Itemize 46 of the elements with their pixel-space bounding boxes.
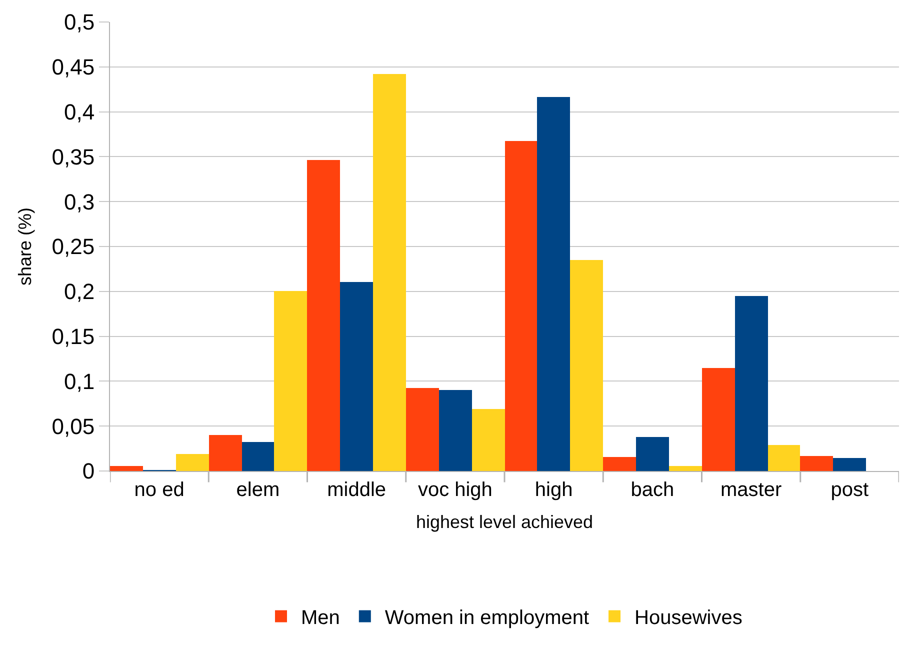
bar bbox=[833, 458, 866, 471]
bar bbox=[176, 454, 209, 471]
bar bbox=[439, 390, 472, 471]
y-tick-label: 0,45 bbox=[52, 54, 95, 80]
bar bbox=[274, 291, 307, 471]
legend-label: Women in employment bbox=[384, 607, 590, 630]
bar bbox=[110, 466, 143, 471]
bar bbox=[340, 282, 373, 471]
bar bbox=[702, 368, 735, 471]
x-tick-label: bach bbox=[630, 479, 674, 501]
x-tick-label: no ed bbox=[134, 479, 184, 501]
bar bbox=[242, 442, 274, 471]
bar bbox=[209, 435, 242, 471]
y-tick-label: 0,4 bbox=[64, 100, 95, 124]
y-tick-label: 0,35 bbox=[52, 144, 95, 170]
bar bbox=[307, 160, 340, 471]
bar bbox=[505, 141, 537, 471]
x-tick-label: middle bbox=[327, 479, 386, 501]
x-tick-label: post bbox=[830, 479, 870, 501]
bar bbox=[406, 388, 439, 471]
bar bbox=[472, 409, 505, 471]
legend-label: Men bbox=[301, 607, 340, 630]
bar bbox=[537, 97, 570, 471]
x-tick-label: elem bbox=[236, 479, 280, 501]
bar bbox=[669, 466, 702, 471]
y-axis-title: share (%) bbox=[14, 207, 35, 286]
y-tick-label: 0,2 bbox=[64, 279, 95, 304]
y-tick-label: 0,15 bbox=[52, 324, 95, 349]
y-tick-label: 0,25 bbox=[52, 234, 95, 260]
legend-label: Housewives bbox=[634, 607, 742, 630]
x-tick-label: master bbox=[720, 479, 782, 501]
x-tick-label: high bbox=[534, 479, 573, 501]
x-axis-title: highest level achieved bbox=[416, 512, 594, 532]
bar bbox=[570, 260, 603, 471]
bar bbox=[603, 457, 636, 471]
bar bbox=[800, 456, 833, 471]
x-tick-label: voc high bbox=[418, 479, 492, 501]
y-tick-label: 0 bbox=[82, 458, 95, 484]
bar bbox=[373, 74, 406, 471]
bar bbox=[636, 437, 669, 471]
y-tick-label: 0,1 bbox=[64, 368, 95, 394]
bar bbox=[735, 296, 768, 471]
bar bbox=[768, 445, 800, 471]
y-tick-label: 0,5 bbox=[64, 10, 95, 35]
y-tick-label: 0,3 bbox=[64, 189, 95, 214]
y-tick-label: 0,05 bbox=[52, 414, 95, 439]
